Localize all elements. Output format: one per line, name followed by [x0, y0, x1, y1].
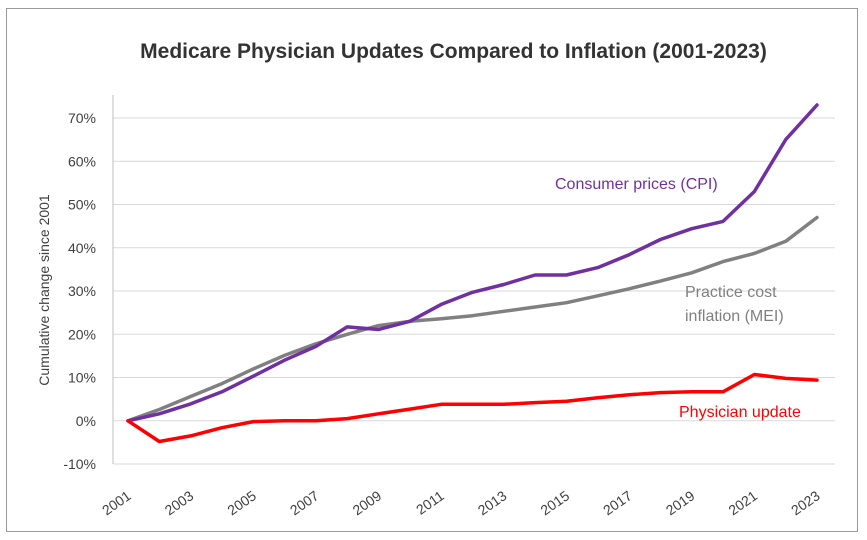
series-annotation: inflation (MEI): [685, 308, 784, 325]
series-annotation: Practice cost: [685, 284, 777, 301]
series-annotation: Physician update: [679, 404, 801, 421]
x-tick-label: 2023: [788, 487, 823, 518]
chart-frame: [6, 8, 858, 532]
x-tick-label: 2011: [413, 487, 447, 517]
x-tick-label: 2021: [725, 487, 760, 518]
y-tick-labels: -10% 0% 10% 20% 30% 40% 50% 60% 70%: [63, 110, 96, 472]
series-lines: [126, 103, 819, 444]
y-tick-label: 20%: [68, 326, 96, 342]
y-tick-label: 70%: [68, 110, 96, 126]
series-line: [126, 372, 819, 444]
y-tick-label: 40%: [68, 240, 96, 256]
chart-title: Medicare Physician Updates Compared to I…: [140, 40, 767, 63]
x-tick-label: 2005: [224, 487, 259, 518]
y-tick-label: 50%: [68, 197, 96, 213]
x-tick-label: 2019: [663, 487, 698, 518]
y-tick-label: 0%: [76, 413, 96, 429]
x-tick-label: 2015: [537, 487, 572, 518]
series-line: [126, 103, 819, 423]
x-tick-label: 2009: [350, 487, 385, 518]
y-tick-label: 60%: [68, 153, 96, 169]
y-tick-label: 10%: [68, 370, 96, 386]
y-tick-label: -10%: [63, 456, 96, 472]
gridlines: [112, 95, 835, 465]
x-tick-labels: 2001 2003 2005 2007 2009 2011 2013 2015 2017 2019…: [99, 487, 823, 518]
y-tick-label: 30%: [68, 283, 96, 299]
x-tick-label: 2013: [475, 487, 510, 518]
series-annotation: Consumer prices (CPI): [555, 176, 718, 193]
x-tick-label: 2017: [600, 487, 635, 518]
x-tick-label: 2001: [99, 487, 134, 518]
series-line: [126, 215, 819, 423]
x-tick-label: 2007: [287, 487, 322, 518]
x-tick-label: 2003: [162, 487, 197, 518]
series-annotations: Consumer prices (CPI) Practice cost inflat…: [555, 176, 801, 421]
